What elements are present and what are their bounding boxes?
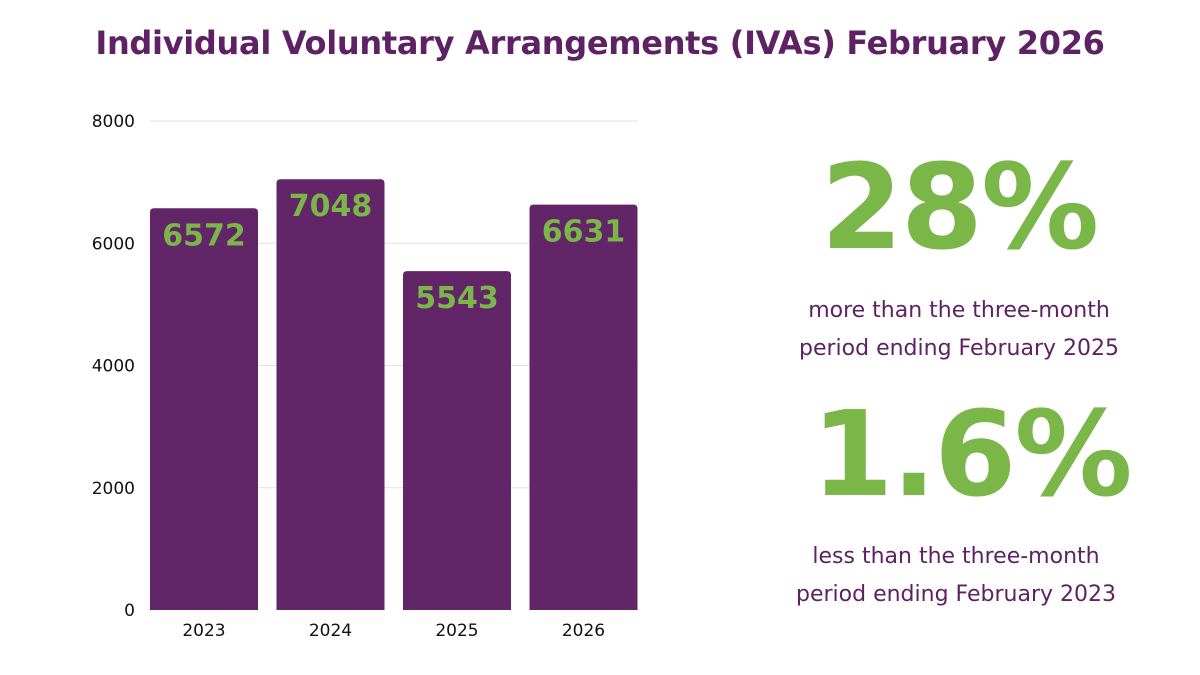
y-tick-label: 8000 (92, 112, 135, 132)
stat-decrease-description: less than the three-month period ending … (746, 538, 1166, 614)
stat-decrease-line1: less than the three-month (812, 544, 1100, 569)
y-tick-label: 0 (124, 601, 135, 621)
stat-increase-description: more than the three-month period ending … (749, 292, 1169, 368)
x-tick-label: 2023 (182, 621, 225, 641)
data-label-2024: 7048 (289, 189, 373, 224)
data-label-2026: 6631 (542, 215, 626, 250)
bar-2025 (403, 271, 511, 610)
bar-2024 (276, 179, 385, 611)
data-labels: 6572 7048 5543 6631 (162, 189, 625, 316)
y-tick-label: 6000 (92, 234, 135, 254)
stat-increase-line2: period ending February 2025 (799, 336, 1119, 361)
stat-percent-decrease: 1.6% (811, 385, 1132, 523)
y-tick-label: 2000 (92, 479, 135, 499)
x-axis-labels: 2023 2024 2025 2026 (182, 621, 605, 641)
data-label-2023: 6572 (162, 218, 246, 253)
stat-percent-increase: 28% (820, 138, 1099, 276)
stat-decrease-line2: period ending February 2023 (796, 582, 1116, 607)
x-tick-label: 2024 (309, 621, 352, 641)
stat-increase-line1: more than the three-month (808, 298, 1110, 323)
chart-title: Individual Voluntary Arrangements (IVAs)… (95, 24, 1105, 62)
x-tick-label: 2025 (435, 621, 478, 641)
data-label-2025: 5543 (415, 281, 499, 316)
bars (150, 179, 638, 611)
bar-2026 (529, 204, 638, 611)
bar-2023 (150, 208, 258, 610)
x-tick-label: 2026 (562, 621, 605, 641)
y-axis-ticks: 0 2000 4000 6000 8000 (92, 112, 135, 621)
y-tick-label: 4000 (92, 357, 135, 377)
